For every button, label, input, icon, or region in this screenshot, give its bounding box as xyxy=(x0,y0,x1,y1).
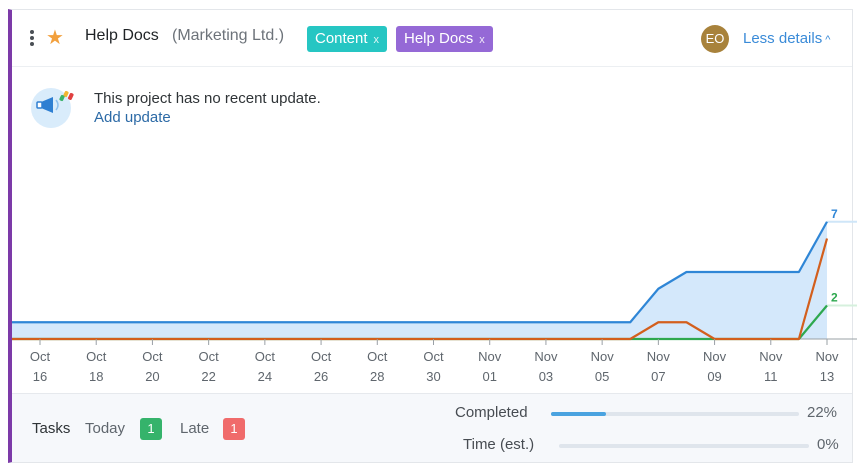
series-end-label: 7 xyxy=(831,207,838,221)
time-value: 0% xyxy=(817,436,839,453)
x-tick-label-month: Oct xyxy=(30,349,51,364)
x-tick-label-month: Oct xyxy=(86,349,107,364)
less-details-label: Less details xyxy=(743,30,823,47)
completed-value: 22% xyxy=(807,404,838,421)
x-tick-label-day: 20 xyxy=(145,369,159,384)
project-company: (Marketing Ltd.) xyxy=(172,27,285,44)
add-update-link[interactable]: Add update xyxy=(94,109,171,126)
x-tick-label-day: 30 xyxy=(426,369,440,384)
tag-label: Help Docs xyxy=(404,30,474,47)
less-details-toggle[interactable]: Less details ^ xyxy=(743,30,830,47)
x-tick-label-month: Oct xyxy=(142,349,163,364)
x-tick-label-day: 05 xyxy=(595,369,609,384)
series-area-fill xyxy=(12,221,827,339)
x-tick-label-day: 16 xyxy=(33,369,47,384)
x-tick-label-day: 26 xyxy=(314,369,328,384)
x-tick-label-month: Nov xyxy=(591,349,615,364)
tag-remove-icon[interactable]: x xyxy=(479,34,485,46)
x-tick-label-month: Nov xyxy=(647,349,671,364)
x-tick-label-day: 11 xyxy=(764,369,778,384)
no-update-message: This project has no recent update. xyxy=(94,90,321,107)
x-tick-label-day: 18 xyxy=(89,369,103,384)
avatar[interactable]: EO xyxy=(701,25,729,53)
completed-progress-fill xyxy=(551,412,606,416)
x-tick-label-month: Nov xyxy=(534,349,558,364)
star-icon[interactable]: ★ xyxy=(46,27,64,49)
completed-progress-bar xyxy=(551,412,799,416)
x-tick-label-month: Nov xyxy=(478,349,502,364)
x-tick-label-month: Nov xyxy=(815,349,839,364)
late-label: Late xyxy=(180,420,210,437)
x-tick-label-day: 22 xyxy=(201,369,215,384)
time-progress-bar xyxy=(559,444,809,448)
x-tick-label-day: 07 xyxy=(651,369,665,384)
tasks-label: Tasks xyxy=(32,420,71,437)
project-header: ★ Help Docs (Marketing Ltd.) Content x He… xyxy=(12,10,852,67)
late-count-badge[interactable]: 1 xyxy=(223,418,245,440)
x-tick-label-day: 28 xyxy=(370,369,384,384)
tag-help-docs[interactable]: Help Docs x xyxy=(396,26,493,52)
project-footer: Tasks Today 1 Late 1 Completed 22% Time … xyxy=(12,393,852,462)
series-line xyxy=(12,221,828,324)
chevron-up-icon: ^ xyxy=(825,34,831,46)
completed-label: Completed xyxy=(455,404,528,421)
x-tick-label-month: Oct xyxy=(199,349,220,364)
activity-chart: 7 2 Oct 16 Oct 18 Oct 20 Oct 22 Oct 24 Oct 26 Oct 28 Oct… xyxy=(12,207,857,384)
series-end-label: 2 xyxy=(831,291,838,305)
x-tick-label-month: Oct xyxy=(255,349,276,364)
x-tick-label-day: 09 xyxy=(707,369,721,384)
project-title[interactable]: Help Docs xyxy=(85,27,159,44)
x-tick-label-month: Nov xyxy=(703,349,727,364)
today-label: Today xyxy=(85,420,126,437)
megaphone-icon xyxy=(31,88,74,128)
x-tick-label-day: 24 xyxy=(258,369,272,384)
x-tick-label-month: Oct xyxy=(311,349,332,364)
tag-remove-icon[interactable]: x xyxy=(373,34,380,46)
project-card: ★ Help Docs (Marketing Ltd.) Content x He… xyxy=(8,9,857,463)
x-tick-label-day: 13 xyxy=(820,369,834,384)
kebab-menu-icon[interactable] xyxy=(29,30,35,48)
x-tick-label-month: Oct xyxy=(423,349,444,364)
today-count-badge[interactable]: 1 xyxy=(140,418,162,440)
tag-label: Content xyxy=(315,30,368,47)
series-line xyxy=(12,238,829,341)
x-tick-label-day: 01 xyxy=(482,369,496,384)
x-tick-label-day: 03 xyxy=(539,369,553,384)
x-tick-label-month: Oct xyxy=(367,349,388,364)
time-label: Time (est.) xyxy=(463,436,535,453)
tag-content[interactable]: Content x xyxy=(307,26,388,52)
x-tick-label-month: Nov xyxy=(759,349,783,364)
